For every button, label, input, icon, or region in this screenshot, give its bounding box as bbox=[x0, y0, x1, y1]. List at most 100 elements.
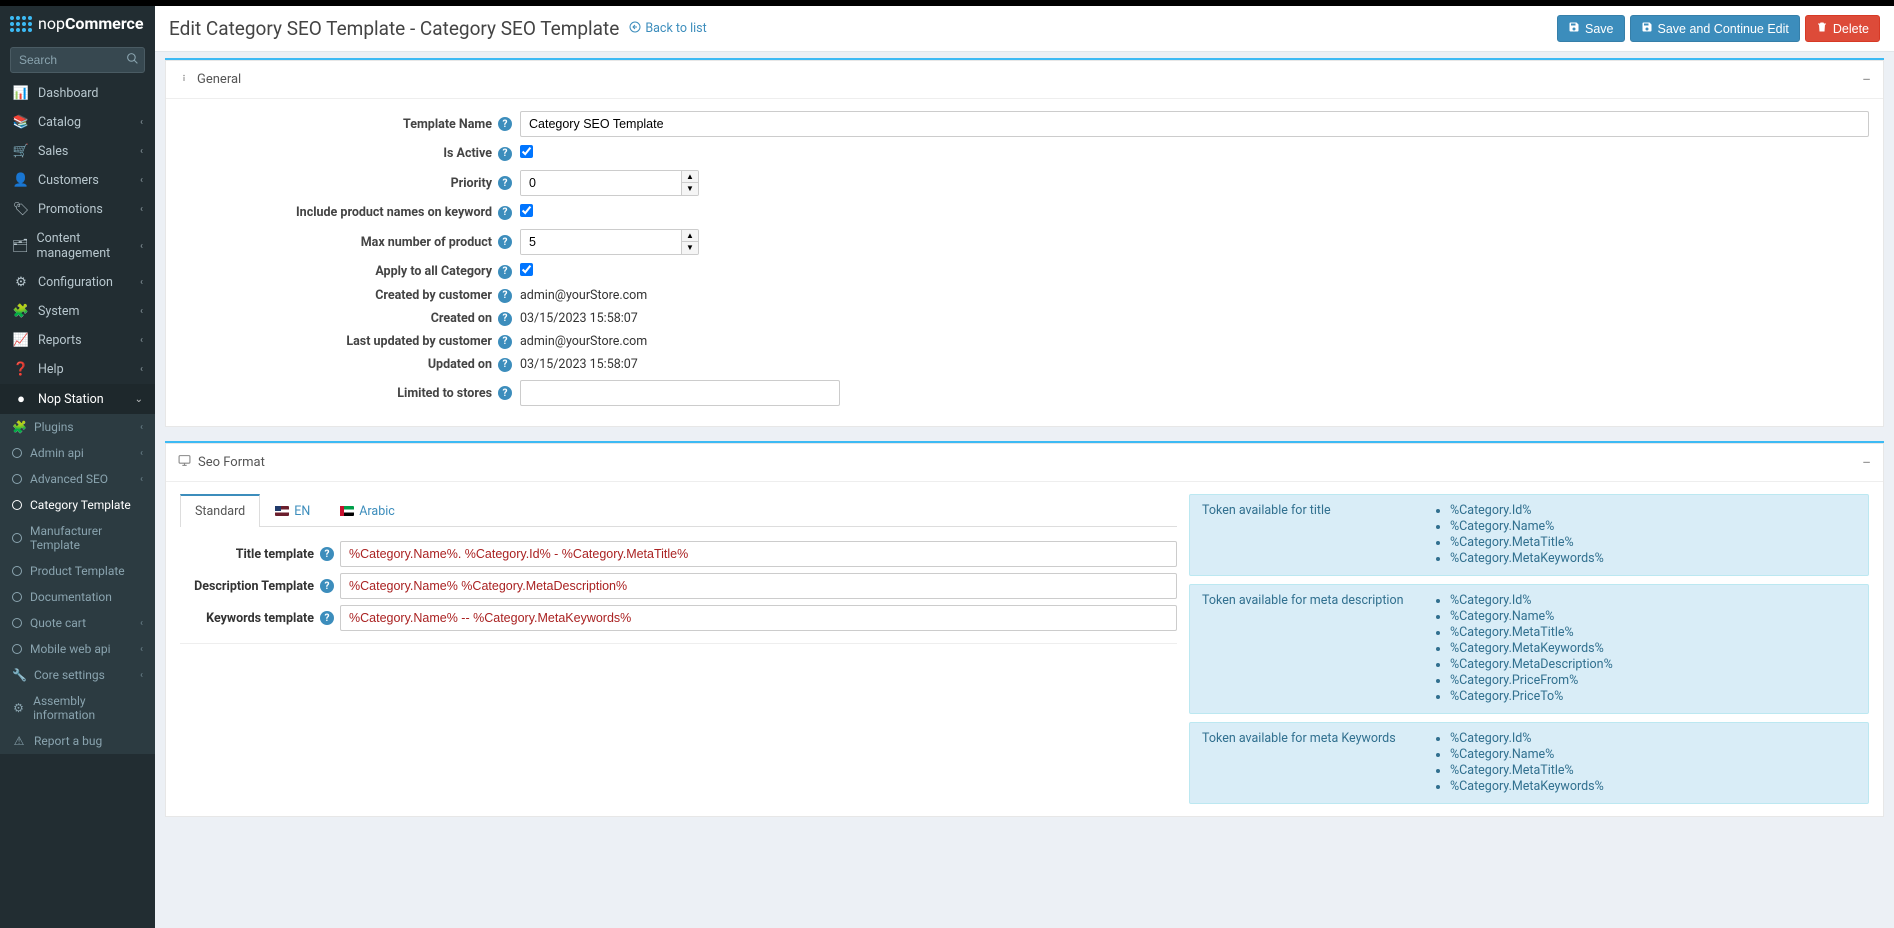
include-product-names-label: Include product names on keyword bbox=[296, 205, 492, 220]
nav-catalog[interactable]: 📚Catalog‹ bbox=[0, 108, 155, 137]
nav-icon: 👤 bbox=[12, 173, 30, 188]
priority-input[interactable] bbox=[521, 171, 681, 195]
ring-icon bbox=[12, 474, 22, 484]
save-continue-button[interactable]: Save and Continue Edit bbox=[1630, 15, 1800, 42]
chevron-left-icon: ‹ bbox=[140, 277, 143, 288]
nav-documentation[interactable]: Documentation bbox=[0, 584, 155, 610]
help-icon[interactable]: ? bbox=[498, 312, 512, 326]
chevron-left-icon: ‹ bbox=[140, 422, 143, 433]
token-item: %Category.MetaKeywords% bbox=[1450, 641, 1613, 656]
help-icon[interactable]: ? bbox=[498, 265, 512, 279]
token-item: %Category.Id% bbox=[1450, 593, 1613, 608]
help-icon[interactable]: ? bbox=[498, 335, 512, 349]
nav-product-template[interactable]: Product Template bbox=[0, 558, 155, 584]
nav-category-template[interactable]: Category Template bbox=[0, 492, 155, 518]
nav-dashboard[interactable]: 📊Dashboard bbox=[0, 79, 155, 108]
nav-admin-api[interactable]: Admin api‹ bbox=[0, 440, 155, 466]
collapse-seo-button[interactable]: − bbox=[1862, 453, 1871, 472]
desc-template-input[interactable] bbox=[340, 573, 1177, 599]
max-product-label: Max number of product bbox=[361, 235, 492, 250]
ring-icon bbox=[12, 533, 22, 543]
nav-help[interactable]: ❓Help‹ bbox=[0, 355, 155, 384]
nav-icon: ⚙ bbox=[12, 275, 30, 290]
seo-format-panel: Seo Format − Standard EN Arabic bbox=[165, 443, 1884, 817]
help-icon[interactable]: ? bbox=[498, 117, 512, 131]
page-title: Edit Category SEO Template - Category SE… bbox=[169, 17, 619, 40]
nav-nop-station[interactable]: ●Nop Station⌄ bbox=[0, 384, 155, 414]
collapse-general-button[interactable]: − bbox=[1862, 70, 1871, 89]
delete-button[interactable]: Delete bbox=[1805, 15, 1880, 42]
dot-icon: ● bbox=[12, 391, 30, 407]
nav-plugins[interactable]: 🧩Plugins‹ bbox=[0, 414, 155, 440]
save-icon bbox=[1568, 21, 1580, 36]
title-template-label: Title template bbox=[236, 547, 314, 562]
desc-template-label: Description Template bbox=[194, 579, 314, 594]
tab-en[interactable]: EN bbox=[260, 494, 325, 527]
max-product-up[interactable]: ▲ bbox=[682, 230, 698, 242]
template-name-input[interactable] bbox=[520, 111, 1869, 137]
max-product-down[interactable]: ▼ bbox=[682, 242, 698, 254]
nav-assembly-information[interactable]: ⚙Assembly information bbox=[0, 688, 155, 728]
help-icon[interactable]: ? bbox=[498, 206, 512, 220]
help-icon[interactable]: ? bbox=[498, 358, 512, 372]
nav-report-a-bug[interactable]: ⚠Report a bug bbox=[0, 728, 155, 754]
created-by-label: Created by customer bbox=[375, 288, 492, 303]
save-button[interactable]: Save bbox=[1557, 15, 1625, 42]
chevron-left-icon: ‹ bbox=[140, 175, 143, 186]
nav-manufacturer-template[interactable]: Manufacturer Template bbox=[0, 518, 155, 558]
tab-standard[interactable]: Standard bbox=[180, 494, 260, 527]
token-title-label: Token available for title bbox=[1202, 503, 1432, 567]
nav-customers[interactable]: 👤Customers‹ bbox=[0, 166, 155, 195]
chevron-left-icon: ‹ bbox=[140, 146, 143, 157]
max-product-input[interactable] bbox=[521, 230, 681, 254]
search-icon[interactable] bbox=[126, 52, 139, 69]
keywords-template-label: Keywords template bbox=[206, 611, 314, 626]
ae-flag-icon bbox=[340, 506, 354, 516]
help-icon[interactable]: ? bbox=[498, 289, 512, 303]
chevron-left-icon: ‹ bbox=[140, 241, 143, 252]
nav-core-settings[interactable]: 🔧Core settings‹ bbox=[0, 662, 155, 688]
title-template-input[interactable] bbox=[340, 541, 1177, 567]
limited-stores-select[interactable] bbox=[520, 380, 840, 406]
keywords-template-input[interactable] bbox=[340, 605, 1177, 631]
token-item: %Category.MetaDescription% bbox=[1450, 657, 1613, 672]
help-icon[interactable]: ? bbox=[498, 386, 512, 400]
apply-all-checkbox[interactable] bbox=[520, 263, 533, 276]
back-to-list-link[interactable]: Back to list bbox=[629, 21, 706, 37]
nav-content-management[interactable]: 🗂Content management‹ bbox=[0, 224, 155, 268]
nav-reports[interactable]: 📈Reports‹ bbox=[0, 326, 155, 355]
help-icon[interactable]: ? bbox=[320, 547, 334, 561]
nav-configuration[interactable]: ⚙Configuration‹ bbox=[0, 268, 155, 297]
priority-up[interactable]: ▲ bbox=[682, 171, 698, 183]
template-name-label: Template Name bbox=[403, 117, 492, 132]
ring-icon bbox=[12, 618, 22, 628]
chevron-left-icon: ‹ bbox=[140, 448, 143, 459]
priority-down[interactable]: ▼ bbox=[682, 183, 698, 195]
nav-promotions[interactable]: 🏷Promotions‹ bbox=[0, 195, 155, 224]
nav-advanced-seo[interactable]: Advanced SEO‹ bbox=[0, 466, 155, 492]
info-icon bbox=[178, 72, 190, 88]
brand-logo[interactable]: nopCommerce bbox=[0, 6, 155, 41]
nav-quote-cart[interactable]: Quote cart‹ bbox=[0, 610, 155, 636]
tab-arabic[interactable]: Arabic bbox=[325, 494, 410, 527]
nav-mobile-web-api[interactable]: Mobile web api‹ bbox=[0, 636, 155, 662]
search-input[interactable] bbox=[10, 47, 145, 73]
brand-nop: nop bbox=[38, 14, 65, 33]
nav-sales[interactable]: 🛒Sales‹ bbox=[0, 137, 155, 166]
is-active-checkbox[interactable] bbox=[520, 145, 533, 158]
include-product-names-checkbox[interactable] bbox=[520, 204, 533, 217]
token-item: %Category.Id% bbox=[1450, 503, 1604, 518]
help-icon[interactable]: ? bbox=[498, 235, 512, 249]
nav-system[interactable]: 🧩System‹ bbox=[0, 297, 155, 326]
help-icon[interactable]: ? bbox=[498, 147, 512, 161]
help-icon[interactable]: ? bbox=[320, 611, 334, 625]
created-by-value: admin@yourStore.com bbox=[520, 288, 647, 303]
chevron-left-icon: ‹ bbox=[140, 117, 143, 128]
main-content: Edit Category SEO Template - Category SE… bbox=[155, 6, 1894, 928]
help-icon[interactable]: ? bbox=[320, 579, 334, 593]
token-card-title: Token available for title %Category.Id%%… bbox=[1189, 494, 1869, 576]
help-icon[interactable]: ? bbox=[498, 176, 512, 190]
nav-icon: 🗂 bbox=[12, 239, 29, 254]
locale-tabs: Standard EN Arabic bbox=[180, 494, 1177, 527]
ring-icon bbox=[12, 500, 22, 510]
